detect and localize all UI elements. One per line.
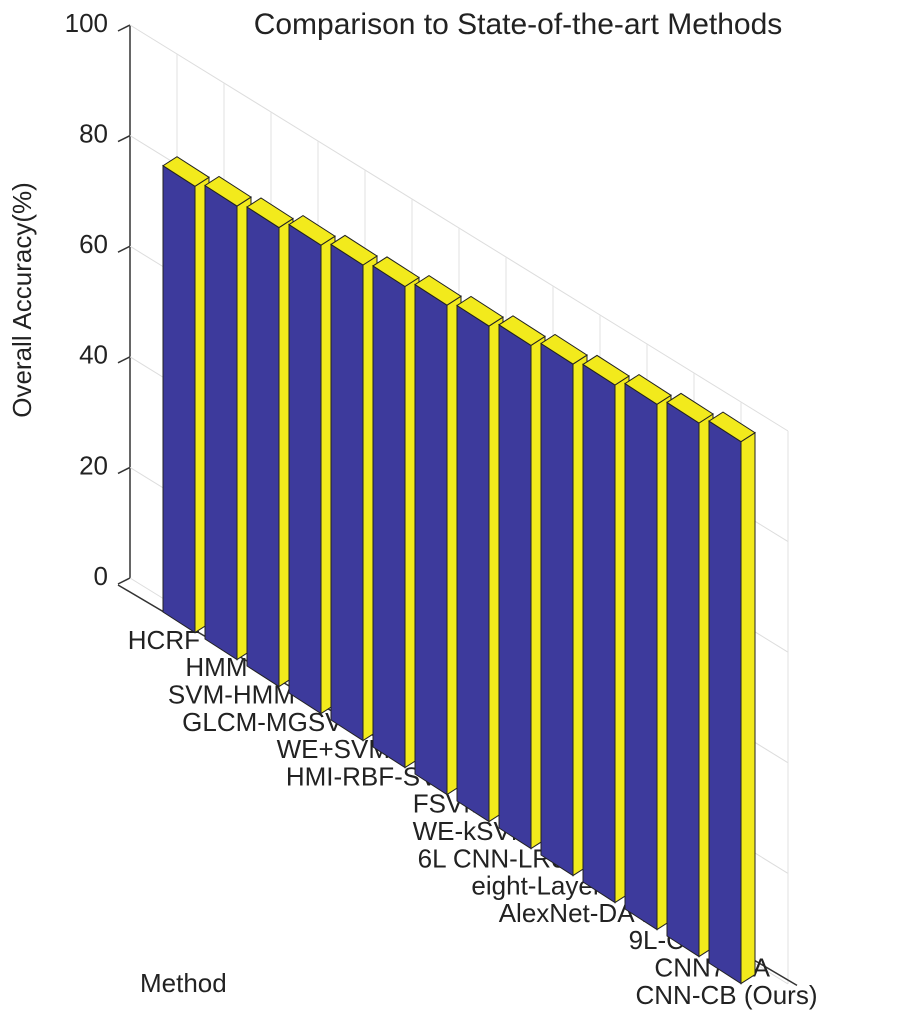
- y-tick-label: 60: [79, 229, 108, 259]
- bar-top: [246, 197, 294, 229]
- y-axis-label: Overall Accuracy(%): [7, 182, 37, 418]
- bar-top: [288, 215, 336, 246]
- bar: [414, 283, 448, 796]
- bar: [624, 382, 658, 931]
- bar-top: [456, 295, 504, 327]
- y-tick-label: 80: [79, 118, 108, 148]
- bar-top: [666, 392, 714, 424]
- y-tick-label: 0: [94, 561, 108, 591]
- bar-top: [624, 374, 672, 405]
- y-tick: [117, 245, 131, 253]
- y-tick: [117, 134, 131, 143]
- x-tick-label: GLCM-MGSV: [182, 707, 343, 737]
- x-tick-label: WE+SVM: [277, 734, 390, 764]
- chart-title: Comparison to State-of-the-art Methods: [254, 8, 783, 41]
- y-tick-label: 100: [65, 8, 108, 38]
- bar: [162, 164, 196, 634]
- x-tick-label: SVM-HMM: [168, 679, 295, 709]
- bar-top: [162, 156, 210, 187]
- bar: [372, 264, 406, 769]
- x-tick-label: HCRF: [128, 625, 200, 655]
- y-tick: [117, 577, 131, 585]
- bar: [708, 420, 742, 985]
- bar: [540, 342, 574, 877]
- x-tick-label: CNN-CB (Ours): [636, 980, 818, 1010]
- y-tick-label: 20: [79, 450, 108, 480]
- bar: [330, 243, 364, 742]
- bar-top: [708, 411, 756, 443]
- bar: [582, 363, 616, 904]
- bar-top: [414, 275, 462, 306]
- y-tick: [117, 356, 131, 364]
- bar-top: [540, 333, 588, 365]
- bar: [666, 401, 700, 958]
- bar-top: [330, 234, 378, 266]
- bar-side: [740, 431, 756, 985]
- y-tick: [117, 466, 131, 475]
- bar-top: [204, 175, 252, 207]
- bar-top: [372, 256, 420, 288]
- y-tick-label: 40: [79, 340, 108, 370]
- y-tick: [117, 24, 131, 32]
- bar: [246, 206, 280, 688]
- bar: [456, 304, 490, 823]
- bar: [204, 184, 238, 661]
- bar-top: [498, 315, 546, 346]
- x-axis-label: Method: [140, 968, 227, 998]
- bar: [288, 223, 322, 715]
- bar: [498, 323, 532, 850]
- bar-top: [582, 354, 630, 386]
- x-tick-label: HMI-RBF-SV: [286, 761, 438, 791]
